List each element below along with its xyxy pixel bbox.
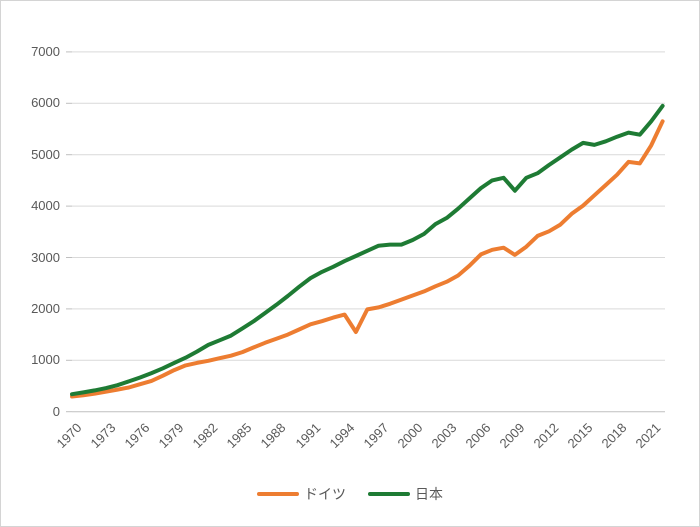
y-axis-label: 6000 [31,95,60,111]
legend-label-japan: 日本 [415,486,443,502]
y-axis-label: 4000 [31,198,60,214]
series-line-germany [70,119,665,399]
y-axis-label: 3000 [31,249,60,265]
y-axis-label: 1000 [31,352,60,368]
legend-item-japan: 日本 [368,484,443,504]
legend-item-germany: ドイツ [257,484,346,504]
y-axis-label: 7000 [31,43,60,59]
legend-swatch-japan [368,492,410,496]
series-line-japan [70,103,665,397]
legend-label-germany: ドイツ [304,486,346,502]
legend-swatch-germany [257,492,299,496]
y-axis-label: 5000 [31,146,60,162]
legend: ドイツ 日本 [1,484,699,504]
y-axis-label: 2000 [31,300,60,316]
y-axis-label: 0 [52,403,60,419]
